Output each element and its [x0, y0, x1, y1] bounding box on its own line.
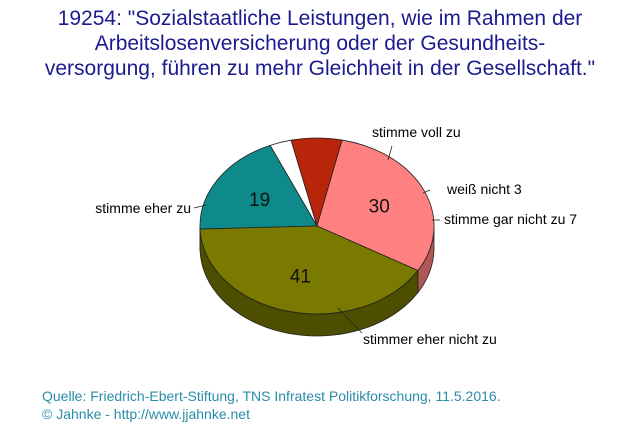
source-line-2: © Jahnke - http://www.jjahnke.net: [42, 406, 250, 422]
slice-label-3: stimmer eher nicht zu: [363, 331, 497, 347]
pie-slice-0: [199, 144, 318, 230]
leader-line-0: [387, 145, 393, 161]
slice-label-4: stimme eher zu: [95, 200, 191, 216]
source-note: Quelle: Friedrich-Ebert-Stiftung, TNS In…: [42, 387, 501, 423]
leader-line-1: [422, 189, 431, 194]
leader-line-3: [337, 307, 363, 334]
title-line-1: 19254: "Sozialstaatliche Leistungen, wie…: [57, 7, 583, 30]
title-line-2: Arbeitslosenversicherung oder der Gesund…: [94, 32, 546, 55]
slice-value-4: 41: [290, 267, 311, 288]
title-line-3: versorgung, führen zu mehr Gleichheit in…: [44, 57, 596, 80]
pie-slice-4: [199, 225, 419, 315]
slice-label-2: stimme gar nicht zu 7: [444, 211, 577, 227]
slice-label-0: stimme voll zu: [372, 124, 461, 140]
slice-label-1: weiß nicht 3: [446, 181, 522, 197]
leader-line-4: [193, 204, 207, 209]
pie-slice-3: [316, 139, 435, 272]
slice-value-0: 19: [249, 190, 270, 211]
pie-tops: [199, 137, 435, 315]
slice-value-3: 30: [369, 197, 390, 218]
chart-title: 19254: "Sozialstaatliche Leistungen, wie…: [0, 6, 640, 81]
source-line-1: Quelle: Friedrich-Ebert-Stiftung, TNS In…: [42, 388, 501, 404]
